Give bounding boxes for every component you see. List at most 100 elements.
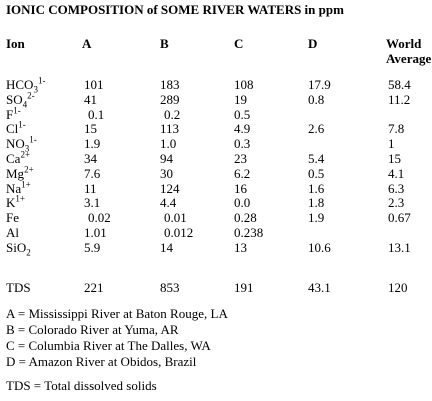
header-d: D	[308, 36, 318, 51]
legend-b: B = Colorado River at Yuma, AR	[6, 322, 179, 337]
value-d: 0.5	[308, 165, 325, 181]
ion-label: Ca2+	[6, 149, 31, 166]
value-a: 34	[84, 151, 97, 166]
value-b: 124	[160, 180, 180, 196]
value-b: 183	[160, 77, 180, 92]
ion-base: NO	[6, 136, 25, 152]
ion-charge: 2-	[27, 90, 35, 101]
value-w: 2.3	[388, 195, 405, 211]
value-d: 1.8	[308, 195, 325, 211]
value-c: 23	[234, 151, 247, 166]
ion-label: F1-	[6, 105, 21, 122]
value-b: 0.012	[164, 225, 194, 240]
value-w: 4.1	[388, 165, 405, 181]
ion-charge: 1-	[37, 75, 46, 86]
ion-charge: 2+	[24, 164, 34, 175]
tds-label: TDS	[6, 280, 31, 295]
value-a: 7.6	[84, 165, 101, 181]
value-a: 101	[84, 77, 104, 92]
ion-label: Na1+	[6, 179, 31, 196]
ion-label: Cl1-	[6, 121, 26, 137]
legend-a: A = Mississippi River at Baton Rouge, LA	[6, 306, 228, 321]
value-d: 2.6	[308, 121, 325, 137]
ion-base: Cl	[6, 121, 19, 137]
footnote-tds: TDS = Total dissolved solids	[6, 378, 157, 393]
value-d: 1.9	[308, 210, 325, 226]
ion-label: Fe	[6, 210, 19, 225]
value-b: 0.01	[164, 210, 187, 226]
ion-base: K	[6, 195, 16, 211]
ion-label: Mg2+	[6, 164, 34, 181]
value-d: 10.6	[308, 239, 331, 255]
value-w: 7.8	[388, 121, 405, 137]
value-d: 17.9	[308, 77, 331, 92]
ion-label: SiO2	[6, 239, 31, 258]
value-c: 108	[234, 77, 254, 92]
ion-base: SiO	[6, 239, 27, 255]
header-average: Average	[386, 51, 432, 66]
value-c: 19	[234, 91, 247, 107]
ion-subscript: 2	[26, 247, 31, 258]
ion-charge: 1+	[21, 179, 31, 190]
value-c: 16	[234, 180, 247, 196]
page-title: IONIC COMPOSITION of SOME RIVER WATERS i…	[6, 2, 344, 17]
value-d: 5.4	[308, 151, 325, 166]
tds-d: 43.1	[308, 280, 331, 295]
ion-label: Al	[6, 225, 19, 240]
legend-c: C = Columbia River at The Dalles, WA	[6, 338, 211, 353]
value-d: 0.8	[308, 91, 325, 107]
value-a: 1.9	[84, 136, 101, 152]
value-a: 3.1	[84, 195, 101, 211]
value-a: 11	[84, 180, 97, 196]
ion-label: NO31-	[6, 134, 37, 154]
value-w: 11.2	[388, 91, 411, 107]
ion-base: Na	[6, 180, 22, 196]
value-a: 0.1	[88, 106, 105, 122]
value-w: 1	[388, 136, 395, 152]
value-b: 94	[160, 151, 173, 166]
header-b: B	[160, 36, 169, 51]
header-ion: Ion	[6, 36, 25, 51]
value-c: 0.238	[234, 225, 264, 240]
value-b: 14	[160, 239, 173, 255]
ion-base: Al	[6, 225, 19, 240]
header-c: C	[234, 36, 244, 51]
ion-charge: 1-	[29, 134, 37, 145]
tds-a: 221	[84, 280, 104, 295]
ion-subscript: 3	[33, 84, 38, 95]
value-a: 1.01	[84, 225, 107, 240]
value-a: 41	[84, 91, 97, 107]
ion-charge: 2+	[20, 149, 31, 160]
tds-c: 191	[234, 280, 254, 295]
value-c: 0.28	[234, 210, 257, 226]
value-d: 1.6	[308, 180, 325, 196]
ion-base: Ca	[6, 151, 21, 166]
value-a: 5.9	[84, 239, 101, 255]
value-b: 1.0	[160, 136, 177, 152]
ion-label: SO42-	[6, 90, 35, 110]
ion-subscript: 4	[22, 99, 28, 110]
value-b: 0.2	[164, 106, 181, 122]
value-c: 6.2	[234, 165, 251, 181]
value-w: 15	[388, 151, 401, 166]
value-c: 0.5	[234, 106, 251, 122]
ion-base: Mg	[6, 165, 25, 181]
ion-charge: 1+	[15, 194, 25, 205]
ion-subscript: 3	[24, 143, 30, 154]
header-a: A	[82, 36, 92, 51]
value-w: 58.4	[388, 77, 411, 92]
value-w: 6.3	[388, 180, 405, 196]
value-b: 30	[160, 165, 173, 181]
tds-b: 853	[160, 280, 180, 295]
ion-label: K1+	[6, 194, 25, 211]
ion-base: F	[6, 106, 14, 122]
legend-d: D = Amazon River at Obidos, Brazil	[6, 354, 197, 369]
value-w: 0.67	[388, 210, 411, 226]
value-w: 13.1	[388, 239, 411, 255]
ion-base: HCO	[6, 77, 34, 92]
value-a: 15	[84, 121, 97, 137]
value-c: 13	[234, 239, 247, 255]
ion-base: Fe	[6, 210, 19, 226]
ion-base: SO	[6, 91, 23, 107]
ion-charge: 1-	[13, 105, 21, 116]
